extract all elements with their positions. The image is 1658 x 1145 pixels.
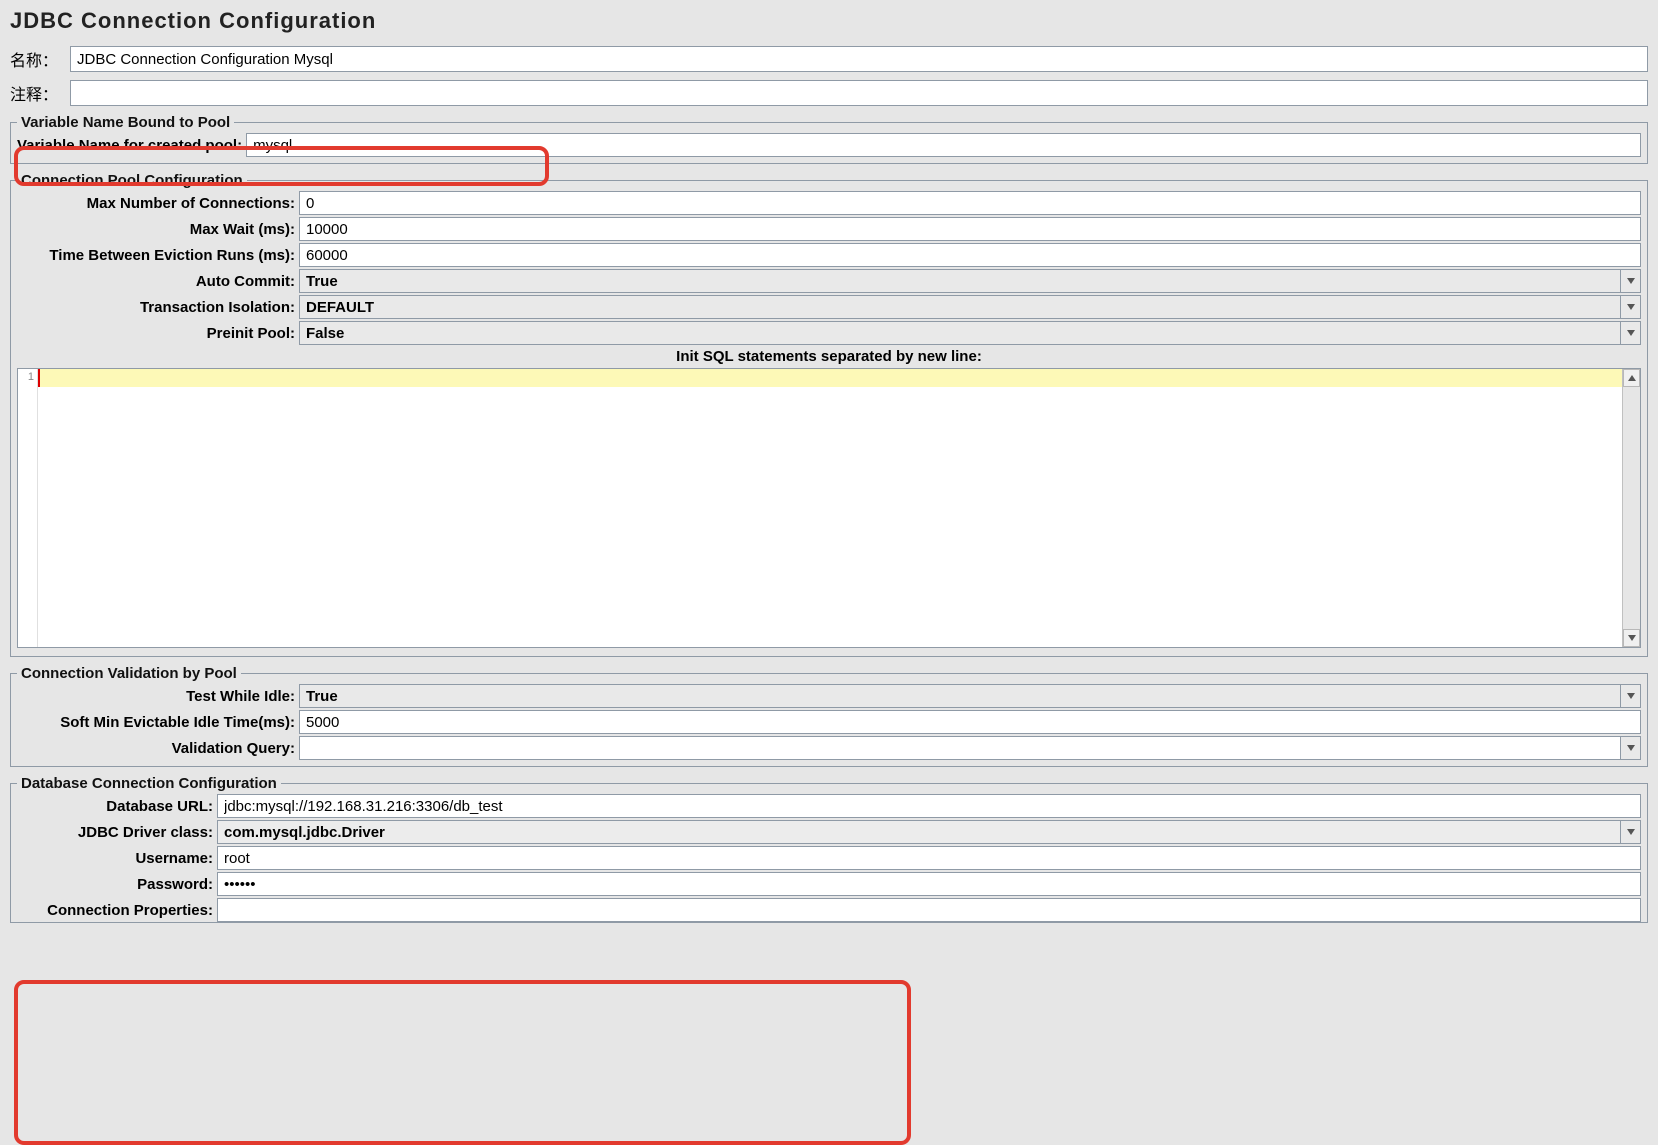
password-input[interactable] — [217, 872, 1641, 896]
variable-name-section: Variable Name Bound to Pool Variable Nam… — [10, 114, 1648, 164]
validation-query-label: Validation Query: — [17, 740, 299, 757]
db-config-legend: Database Connection Configuration — [17, 775, 281, 792]
pool-config-legend: Connection Pool Configuration — [17, 172, 247, 189]
chevron-down-icon[interactable] — [1620, 270, 1640, 292]
tx-isolation-combo[interactable]: DEFAULT — [299, 295, 1641, 319]
password-label: Password: — [17, 876, 217, 893]
soft-min-label: Soft Min Evictable Idle Time(ms): — [17, 714, 299, 731]
annotation-highlight — [14, 980, 911, 1145]
preinit-label: Preinit Pool: — [17, 325, 299, 342]
comment-label: 注释： — [10, 81, 70, 105]
driver-value: com.mysql.jdbc.Driver — [218, 821, 1620, 843]
test-idle-combo[interactable]: True — [299, 684, 1641, 708]
max-conn-input[interactable] — [299, 191, 1641, 215]
test-idle-label: Test While Idle: — [17, 688, 299, 705]
chevron-down-icon[interactable] — [1620, 322, 1640, 344]
scroll-up-icon[interactable] — [1623, 369, 1640, 387]
test-idle-value: True — [300, 685, 1620, 707]
editor-scrollbar[interactable] — [1622, 369, 1640, 647]
db-url-input[interactable] — [217, 794, 1641, 818]
comment-input[interactable] — [70, 80, 1648, 106]
auto-commit-value: True — [300, 270, 1620, 292]
db-config-section: Database Connection Configuration Databa… — [10, 775, 1648, 923]
db-url-label: Database URL: — [17, 798, 217, 815]
auto-commit-combo[interactable]: True — [299, 269, 1641, 293]
max-wait-input[interactable] — [299, 217, 1641, 241]
pool-config-section: Connection Pool Configuration Max Number… — [10, 172, 1648, 657]
chevron-down-icon[interactable] — [1620, 737, 1640, 759]
auto-commit-label: Auto Commit: — [17, 273, 299, 290]
chevron-down-icon[interactable] — [1620, 296, 1640, 318]
scroll-down-icon[interactable] — [1623, 629, 1640, 647]
max-wait-label: Max Wait (ms): — [17, 221, 299, 238]
eviction-label: Time Between Eviction Runs (ms): — [17, 247, 299, 264]
tx-isolation-value: DEFAULT — [300, 296, 1620, 318]
validation-query-value — [300, 737, 1620, 759]
name-label: 名称： — [10, 47, 70, 71]
editor-current-line — [38, 369, 1622, 387]
tx-isolation-label: Transaction Isolation: — [17, 299, 299, 316]
eviction-input[interactable] — [299, 243, 1641, 267]
driver-label: JDBC Driver class: — [17, 824, 217, 841]
init-sql-header: Init SQL statements separated by new lin… — [17, 345, 1641, 368]
preinit-combo[interactable]: False — [299, 321, 1641, 345]
driver-combo[interactable]: com.mysql.jdbc.Driver — [217, 820, 1641, 844]
validation-section: Connection Validation by Pool Test While… — [10, 665, 1648, 767]
init-sql-editor[interactable]: 1 — [17, 368, 1641, 648]
chevron-down-icon[interactable] — [1620, 821, 1640, 843]
validation-query-combo[interactable] — [299, 736, 1641, 760]
variable-name-label: Variable Name for created pool: — [17, 137, 246, 154]
validation-legend: Connection Validation by Pool — [17, 665, 241, 682]
conn-props-label: Connection Properties: — [17, 902, 217, 919]
username-label: Username: — [17, 850, 217, 867]
page-title: JDBC Connection Configuration — [10, 8, 1648, 34]
soft-min-input[interactable] — [299, 710, 1641, 734]
editor-body[interactable] — [38, 369, 1622, 647]
username-input[interactable] — [217, 846, 1641, 870]
name-input[interactable] — [70, 46, 1648, 72]
editor-gutter: 1 — [18, 369, 38, 647]
conn-props-input[interactable] — [217, 898, 1641, 922]
scroll-track[interactable] — [1623, 387, 1640, 629]
preinit-value: False — [300, 322, 1620, 344]
chevron-down-icon[interactable] — [1620, 685, 1640, 707]
max-conn-label: Max Number of Connections: — [17, 195, 299, 212]
variable-name-legend: Variable Name Bound to Pool — [17, 114, 234, 131]
variable-name-input[interactable] — [246, 133, 1641, 157]
